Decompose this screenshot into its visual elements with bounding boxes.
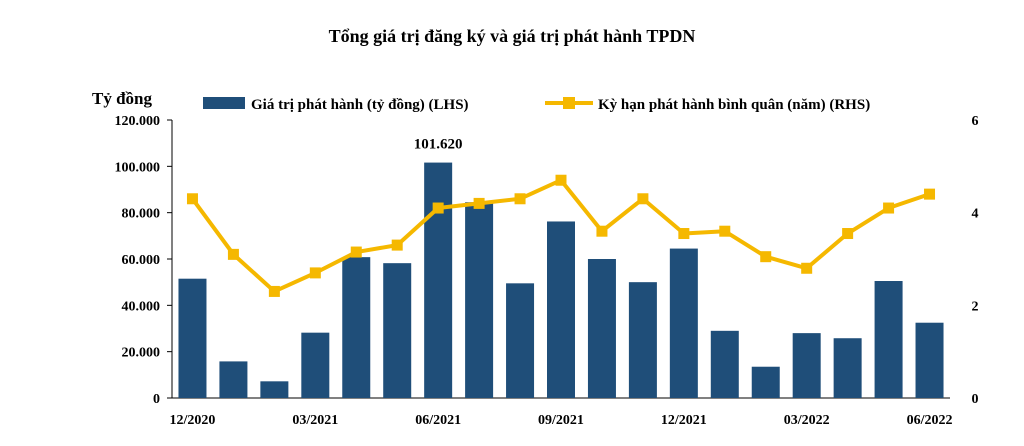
y-left-tick-label: 80.000 (122, 207, 161, 222)
line-marker (842, 228, 854, 240)
line-marker (227, 248, 239, 260)
legend-line-label: Kỳ hạn phát hành bình quân (năm) (RHS) (598, 97, 870, 113)
y-right-ticks: 0 2 4 6 (972, 114, 979, 407)
x-ticks: 12/2020 03/2021 06/2021 09/2021 12/2021 03/20… (170, 413, 953, 428)
y-right-tick-label: 6 (972, 114, 979, 129)
line-marker (473, 197, 485, 209)
bar (792, 333, 821, 398)
y-right-tick-label: 4 (972, 207, 979, 222)
y-left-tick-label: 120.000 (115, 114, 161, 129)
x-tick-label: 12/2021 (661, 413, 707, 428)
bar (301, 332, 330, 398)
bar (587, 259, 616, 398)
x-tick-label: 03/2021 (292, 413, 338, 428)
line-marker (924, 188, 936, 200)
x-tick-label: 06/2022 (907, 413, 953, 428)
bar (260, 381, 289, 398)
legend-line-marker (563, 97, 575, 109)
left-axis-unit: Tỷ đồng (92, 89, 152, 108)
legend-bar-swatch (203, 97, 245, 109)
y-left-tick-label: 20.000 (122, 346, 161, 361)
line-marker (760, 251, 772, 263)
bar (219, 361, 248, 398)
line-marker (432, 202, 444, 214)
y-left-tick-label: 0 (153, 392, 160, 407)
x-tick-label: 12/2020 (170, 413, 216, 428)
bar (915, 322, 944, 398)
line-marker (678, 228, 690, 240)
bar (833, 338, 862, 398)
bar (178, 278, 207, 398)
bars (178, 162, 944, 398)
y-right-tick-label: 0 (972, 392, 979, 407)
line-marker (596, 225, 608, 237)
line-marker (719, 225, 731, 237)
bar (751, 366, 780, 398)
bar (506, 283, 535, 398)
y-left-tick-label: 60.000 (122, 253, 161, 268)
bar (710, 330, 739, 398)
legend-bar-label: Giá trị phát hành (tỷ đồng) (LHS) (251, 97, 469, 113)
line-marker (883, 202, 895, 214)
line-marker (391, 239, 403, 251)
y-left-tick-label: 100.000 (115, 160, 161, 175)
line-marker (555, 174, 567, 186)
line-marker (514, 193, 526, 205)
line-marker (186, 193, 198, 205)
bar (383, 263, 412, 398)
line-marker (801, 262, 813, 274)
bar (465, 202, 494, 398)
y-left-tick-label: 40.000 (122, 299, 161, 314)
bar (628, 282, 657, 398)
legend: Giá trị phát hành (tỷ đồng) (LHS) Kỳ hạn… (203, 97, 870, 113)
y-left-ticks: 0 20.000 40.000 60.000 80.000 100.000 120.000 (115, 114, 172, 407)
y-right-tick-label: 2 (972, 299, 979, 314)
data-label: 101.620 (414, 137, 463, 153)
bar (342, 257, 371, 398)
bar (874, 281, 903, 398)
bar (547, 221, 575, 398)
chart-title: Tổng giá trị đăng ký và giá trị phát hàn… (329, 26, 696, 46)
x-tick-label: 09/2021 (538, 413, 584, 428)
x-tick-label: 06/2021 (415, 413, 461, 428)
line-marker (268, 285, 280, 297)
line-marker (309, 267, 321, 279)
line-series (186, 174, 936, 297)
line-marker (637, 193, 649, 205)
line-marker (350, 246, 362, 258)
bar (424, 162, 453, 398)
annotations: 101.620 (414, 137, 463, 153)
x-tick-label: 03/2022 (784, 413, 830, 428)
bar (669, 248, 698, 398)
